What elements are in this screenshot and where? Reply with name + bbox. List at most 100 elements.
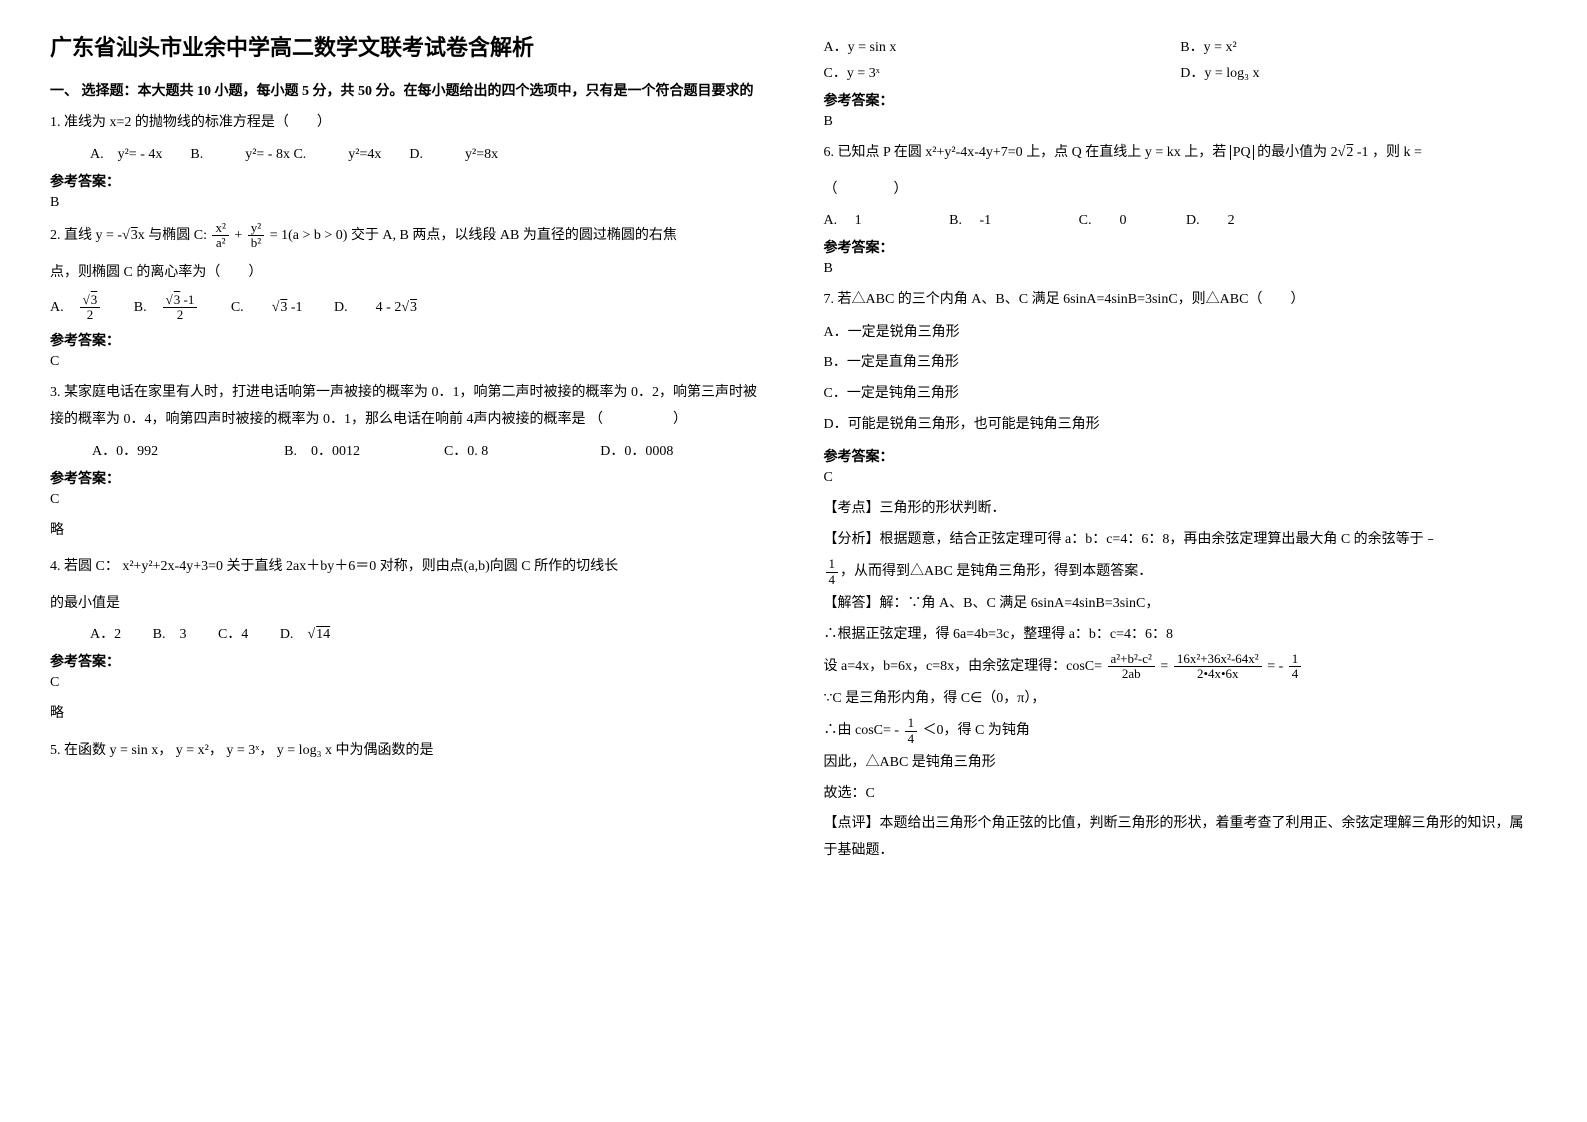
q6-mid3: 的最小值为 — [1257, 145, 1331, 160]
q2-frac1: x²a² — [212, 221, 228, 251]
q6-circ: x²+y²-4x-4y+7=0 — [925, 145, 1022, 160]
q7-cos-den2: 2•4x•6x — [1174, 667, 1262, 681]
q4-mid: 关于直线 2ax＋by＋6＝0 对称，则由点(a,b)向圆 C 所作的切线长 — [226, 559, 618, 574]
q5-optD: D．y = log₃ x — [1180, 62, 1509, 82]
q6-line2: （ ） — [824, 177, 1538, 204]
q6-line-eq: y = kx — [1145, 145, 1181, 160]
q7-frac-den: 4 — [826, 573, 839, 587]
q1-stem: 1. 准线为 x=2 的抛物线的标准方程是（ ） — [50, 110, 764, 137]
q7-dp-text: 本题给出三角形个角正弦的比值，判断三角形的形状，着重考查了利用正、余弦定理解三角… — [824, 816, 1524, 858]
q6-optB: B. -1 — [949, 209, 991, 229]
q2-prefix: 2. 直线 — [50, 228, 96, 243]
q5-options-row2: C．y = 3ˣ D．y = log₃ x — [824, 62, 1538, 82]
q3-answer: C — [50, 492, 764, 508]
q1-answer: B — [50, 195, 764, 211]
q4-eq: x²+y²+2x-4y+3=0 — [122, 559, 223, 574]
q4-line2: 的最小值是 — [50, 591, 764, 618]
q2-frac2: y²b² — [248, 221, 264, 251]
q3-note: 略 — [50, 518, 764, 545]
q7-jd1-text: 解：∵角 A、B、C 满足 6sinA=4sinB=3sinC， — [880, 596, 1160, 611]
q7-jd3-pre: 设 a=4x，b=6x，c=8x，由余弦定理得：cosC= — [824, 659, 1103, 674]
q2-num2: y² — [248, 221, 264, 236]
q4-optD-pre: D. — [280, 627, 308, 642]
q3-stem: 3. 某家庭电话在家里有人时，打进电话响第一声被接的概率为 0．1，响第二声时被… — [50, 380, 764, 433]
q7-dp-label: 【点评】 — [824, 816, 880, 831]
q7-cos-res-num: 1 — [1289, 652, 1302, 667]
q5-optB-val: y = x² — [1204, 40, 1237, 55]
q2-options: A. 32 B. 3 -12 C. 3 -1 D. 4 - 23 — [50, 293, 764, 323]
q2-plus: + — [234, 228, 242, 243]
q2-den2: b² — [248, 236, 264, 250]
q5-options-row1: A．y = sin x B．y = x² — [824, 36, 1538, 56]
q7-cos-res-den: 4 — [1289, 667, 1302, 681]
q4-answer-label: 参考答案： — [50, 651, 764, 671]
q7-fx: 【分析】根据题意，结合正弦定理可得 a：b：c=4：6：8，再由余弦定理算出最大… — [824, 527, 1538, 554]
q5-optA: A．y = sin x — [824, 36, 1153, 56]
q6-options: A. 1 B. -1 C. 0 D. 2 — [824, 209, 1538, 229]
q2-eq1-lhs: y = - — [96, 228, 123, 243]
q5-tail: 中为偶函数的是 — [335, 743, 433, 758]
q7-jd6: 因此，△ABC 是钝角三角形 — [824, 750, 1538, 777]
q7-cos-num1: a²+b²-c² — [1108, 652, 1155, 667]
q7-dp: 【点评】本题给出三角形个角正弦的比值，判断三角形的形状，着重考查了利用正、余弦定… — [824, 811, 1538, 864]
q7-frac: 14 — [826, 557, 839, 587]
q7-jd5-pre: ∴由 cosC= - — [824, 723, 900, 738]
q2-sqrt — [122, 228, 130, 243]
q7-jd5-den: 4 — [905, 732, 918, 746]
q2-mid2: 交于 A, B 两点，以线段 AB 为直径的圆过椭圆的右焦 — [351, 228, 677, 243]
q6-stem: 6. 已知点 P 在圆 x²+y²-4x-4y+7=0 上，点 Q 在直线上 y… — [824, 140, 1538, 167]
q4-pre: 4. 若圆 C： — [50, 559, 119, 574]
q7-fx-text: 根据题意，结合正弦定理可得 a：b：c=4：6：8，再由余弦定理算出最大角 C … — [880, 532, 1438, 547]
q2-optD-rad: 3 — [409, 300, 417, 315]
q7-cos-den1: 2ab — [1108, 667, 1155, 681]
q1-options: A. y²= - 4x B. y²= - 8x C. y²=4x D. y²=8… — [50, 143, 764, 163]
q6-mid2: 上，若 — [1184, 145, 1230, 160]
q7-optC: C．一定是钝角三角形 — [824, 381, 1538, 408]
q7-jd4: ∵C 是三角形内角，得 C∈（0，π）， — [824, 686, 1538, 713]
q2-optA-num: 3 — [90, 292, 98, 307]
q7-answer: C — [824, 470, 1538, 486]
q7-optA: A．一定是锐角三角形 — [824, 320, 1538, 347]
q4-optC: C．4 — [218, 623, 248, 643]
q7-jd5-tail: ＜0，得 C 为钝角 — [923, 723, 1030, 738]
q7-jd1: 【解答】解：∵角 A、B、C 满足 6sinA=4sinB=3sinC， — [824, 591, 1538, 618]
q4-optD: D. 14 — [280, 623, 330, 643]
q5-optC: C．y = 3ˣ — [824, 62, 1153, 82]
q2-line2: 点，则椭圆 C 的离心率为（ ） — [50, 260, 764, 287]
q5-optB: B．y = x² — [1180, 36, 1509, 56]
q7-optB: B．一定是直角三角形 — [824, 350, 1538, 377]
q2-den1: a² — [212, 236, 228, 250]
q5-answer-label: 参考答案： — [824, 90, 1538, 110]
q6-mid4: ，则 k = — [1372, 145, 1422, 160]
q2-mid1: 与椭圆 — [148, 228, 194, 243]
q7-cos-frac1: a²+b²-c²2ab — [1108, 652, 1155, 682]
q7-kp: 【考点】三角形的形状判断． — [824, 496, 1538, 523]
q3-options: A．0．992 B. 0．0012 C．0. 8 D．0．0008 — [50, 440, 764, 460]
q2-stem: 2. 直线 y = -3x 与椭圆 C: x²a² + y²b² = 1(a >… — [50, 221, 764, 251]
section1-heading: 一、 选择题：本大题共 10 小题，每小题 5 分，共 50 分。在每小题给出的… — [50, 80, 764, 100]
q7-cos-frac2: 16x²+36x²-64x²2•4x•6x — [1174, 652, 1262, 682]
q6-optC: C. 0 — [1079, 209, 1127, 229]
q6-mid1: 上，点 Q 在直线上 — [1026, 145, 1145, 160]
q4-optB: B. 3 — [153, 623, 187, 643]
q2-optD-pre: 4 - 2 — [376, 300, 402, 315]
q2-num1: x² — [212, 221, 228, 236]
q7-cos-num2: 16x²+36x²-64x² — [1174, 652, 1262, 667]
q2-answer: C — [50, 354, 764, 370]
q7-jd5: ∴由 cosC= - 14 ＜0，得 C 为钝角 — [824, 716, 1538, 746]
q2-optB: B. 3 -12 — [134, 293, 200, 323]
q7-kp-text: 三角形的形状判断． — [880, 501, 1006, 516]
q7-jd5-num: 1 — [905, 716, 918, 731]
q7-jd2: ∴根据正弦定理，得 6a=4b=3c，整理得 a：b：c=4：6：8 — [824, 622, 1538, 649]
q4-note: 略 — [50, 701, 764, 728]
q5-optA-val: y = sin x — [848, 40, 897, 55]
q4-options: A．2 B. 3 C．4 D. 14 — [50, 623, 764, 643]
q2-optD: D. 4 - 23 — [334, 296, 417, 316]
q7-jd-label: 【解答】 — [824, 596, 880, 611]
q7-frac-num: 1 — [826, 557, 839, 572]
q6-val-tail: -1 — [1353, 145, 1368, 160]
q6-answer-label: 参考答案： — [824, 237, 1538, 257]
q7-optD: D．可能是锐角三角形，也可能是钝角三角形 — [824, 412, 1538, 439]
q5-f1: y = sin x — [110, 743, 159, 758]
q6-pre: 6. 已知点 P 在圆 — [824, 145, 926, 160]
